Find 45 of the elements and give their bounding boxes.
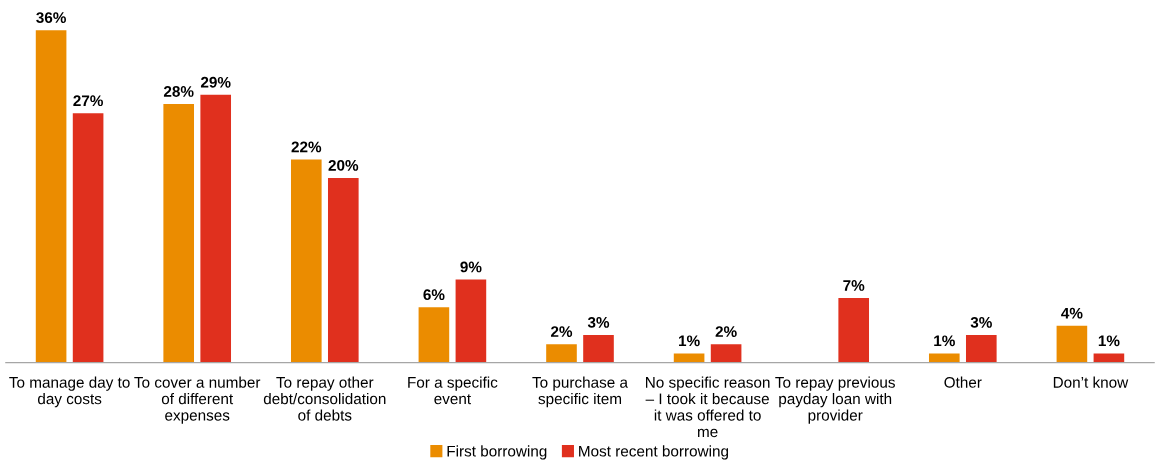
data-label: 1% — [1098, 335, 1120, 347]
data-label: 4% — [1061, 307, 1083, 319]
bar — [455, 279, 487, 363]
data-label: 9% — [460, 261, 482, 273]
bar — [965, 334, 997, 363]
bar — [72, 113, 104, 363]
data-label: 2% — [715, 326, 737, 337]
data-label: 1% — [679, 335, 700, 347]
data-label: 36% — [36, 12, 66, 24]
bar — [35, 30, 67, 363]
x-tick-label: To cover a number of different expenses — [134, 376, 261, 424]
bar — [418, 307, 450, 363]
legend-label: Most recent borrowing — [579, 445, 729, 460]
data-label: 20% — [328, 159, 359, 171]
data-label: 27% — [73, 95, 103, 107]
bar — [163, 104, 195, 363]
data-label: 22% — [291, 141, 322, 153]
bar — [928, 353, 960, 363]
bar — [710, 344, 742, 363]
data-label: 3% — [587, 316, 610, 328]
bar — [583, 334, 614, 363]
bar — [546, 344, 577, 363]
data-label: 1% — [934, 335, 955, 347]
data-label: 2% — [550, 326, 573, 337]
data-label: 3% — [970, 316, 992, 328]
bar — [1056, 325, 1088, 363]
data-label: 28% — [163, 86, 194, 97]
data-label: 7% — [843, 280, 865, 291]
bar — [673, 353, 705, 363]
legend-label: First borrowing — [447, 445, 547, 460]
x-tick-label: To manage day to day costs — [9, 376, 130, 408]
x-tick-label: Other — [944, 376, 982, 388]
x-tick-label: Don’t know — [1053, 376, 1129, 388]
x-tick-label: To purchase a specific item — [532, 376, 628, 408]
data-label: 6% — [423, 289, 445, 301]
x-tick-label: For a specific event — [408, 376, 498, 405]
bar — [327, 177, 359, 363]
bar — [1093, 353, 1125, 363]
bar — [290, 159, 322, 363]
x-tick-label: No specific reason – I took it because it was offered to me — [645, 376, 770, 438]
bar — [838, 298, 870, 363]
x-tick-label: To repay other debt/consolidation of debts — [263, 376, 386, 421]
bar — [200, 94, 232, 363]
x-tick-label: To repay previous payday loan with provider — [775, 376, 895, 424]
data-label: 29% — [200, 76, 231, 88]
